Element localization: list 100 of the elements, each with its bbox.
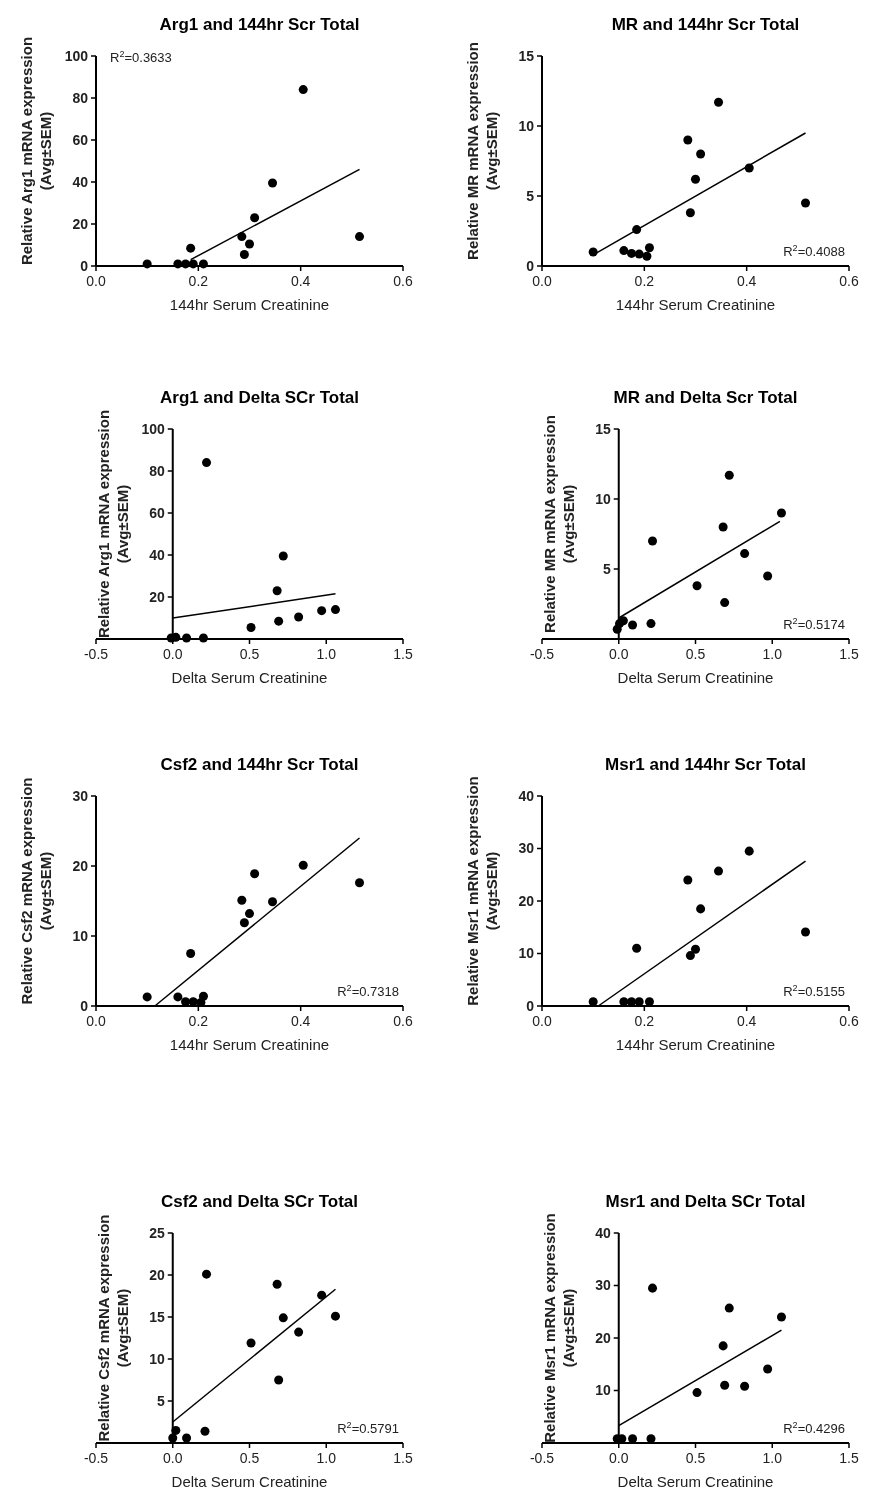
point	[354, 232, 365, 242]
y-axis-title: Relative Csf2 mRNA expression (Avg±SEM)	[18, 777, 54, 1005]
y-tick-label: 80	[149, 462, 165, 479]
point	[619, 246, 629, 256]
y-tick-label: 15	[149, 1308, 165, 1325]
y-axis-title: Relative Msr1 mRNA expression (Avg±SEM)	[464, 776, 500, 1006]
point	[740, 549, 750, 559]
point	[724, 470, 734, 480]
point	[800, 927, 811, 937]
chart-title: Csf2 and Delta SCr Total	[160, 1192, 359, 1211]
x-tick-label: 1.5	[393, 1450, 413, 1466]
point	[718, 522, 728, 532]
point	[198, 991, 208, 1001]
x-axis-title: Delta Serum Creatinine	[171, 669, 328, 686]
point	[696, 904, 706, 914]
y-tick-label: 10	[149, 1350, 165, 1367]
annotation: R$^{2}$=0.4296	[783, 1420, 845, 1436]
x-tick-label: 0.0	[609, 1450, 629, 1466]
point	[720, 598, 730, 608]
point	[244, 909, 255, 919]
x-tick-label: 0.6	[393, 273, 413, 289]
x-tick-label: 1.0	[316, 1450, 337, 1466]
annotation: R$^{2}$=0.7318	[337, 983, 399, 999]
point	[720, 1380, 730, 1390]
x-tick-label: 0.6	[393, 1013, 413, 1029]
y-tick-label: 40	[149, 546, 165, 563]
point	[683, 135, 693, 145]
x-tick-label: 0.4	[736, 273, 757, 289]
y-tick-label: 5	[526, 187, 535, 204]
point	[683, 875, 693, 885]
y-tick-label: 20	[518, 892, 535, 909]
x-axis-title: Delta Serum Creatinine	[171, 1473, 328, 1490]
point	[644, 243, 654, 253]
y-axis-title: Relative Arg1 mRNA expression (Avg±SEM)	[94, 409, 131, 639]
point	[202, 1269, 212, 1279]
point	[198, 633, 208, 643]
x-tick-label: -0.5	[83, 1450, 109, 1466]
point	[142, 259, 152, 269]
point	[627, 248, 637, 258]
y-axis-title: Relative MR mRNA expression (Avg±SEM)	[540, 415, 577, 633]
point	[142, 992, 152, 1002]
point	[239, 918, 249, 928]
point	[692, 581, 702, 591]
point	[763, 1364, 773, 1374]
y-tick-label: 0	[526, 257, 535, 274]
point	[173, 992, 183, 1002]
y-tick-label: 40	[72, 173, 89, 190]
x-tick-label: 0.5	[685, 1450, 706, 1466]
point	[250, 213, 260, 223]
point	[198, 259, 208, 269]
point	[740, 1381, 750, 1391]
y-tick-label: 0	[80, 257, 89, 274]
point	[298, 860, 308, 870]
x-tick-label: 0.4	[290, 1013, 311, 1029]
x-tick-label: 0.0	[86, 273, 106, 289]
point	[330, 1311, 340, 1321]
point	[250, 869, 260, 879]
y-tick-label: 10	[595, 490, 611, 507]
chart-title: Msr1 and 144hr Scr Total	[605, 755, 806, 774]
x-tick-label: 0.5	[239, 646, 260, 662]
x-axis-title: Delta Serum Creatinine	[617, 669, 774, 686]
chart-title: MR and Delta Scr Total	[613, 388, 798, 407]
point	[714, 97, 724, 107]
x-tick-label: 1.5	[393, 646, 413, 662]
x-tick-label: 0.2	[634, 273, 655, 289]
y-tick-label: 5	[156, 1392, 165, 1409]
point	[642, 251, 652, 261]
x-tick-label: 0.0	[609, 646, 629, 662]
point	[168, 1433, 178, 1443]
chart-title: Csf2 and 144hr Scr Total	[160, 755, 359, 774]
y-tick-label: 40	[518, 787, 535, 804]
point	[776, 508, 786, 518]
point	[692, 1388, 702, 1398]
point	[246, 1338, 256, 1348]
y-tick-label: 80	[72, 89, 89, 106]
y-tick-label: 0	[526, 997, 535, 1014]
point	[294, 612, 304, 622]
x-tick-label: 0.5	[239, 1450, 260, 1466]
y-tick-label: 10	[518, 945, 535, 962]
point	[744, 846, 754, 856]
chart-title: Arg1 and Delta SCr Total	[160, 388, 359, 407]
point	[244, 239, 255, 249]
point	[278, 1313, 288, 1323]
point	[648, 536, 658, 546]
y-tick-label: 30	[518, 840, 535, 857]
y-tick-label: 20	[595, 1329, 611, 1346]
point	[690, 174, 701, 184]
point	[239, 249, 249, 259]
y-tick-label: 5	[602, 560, 611, 577]
x-tick-label: -0.5	[529, 1450, 555, 1466]
point	[690, 944, 701, 954]
point	[268, 897, 278, 907]
y-tick-label: 20	[149, 1266, 165, 1283]
x-tick-label: 0.2	[188, 1013, 209, 1029]
point	[202, 458, 212, 468]
x-tick-label: 0.0	[163, 646, 183, 662]
x-axis-title: Delta Serum Creatinine	[617, 1473, 774, 1490]
point	[628, 620, 638, 630]
y-tick-label: 10	[518, 117, 535, 134]
point	[317, 1290, 327, 1300]
